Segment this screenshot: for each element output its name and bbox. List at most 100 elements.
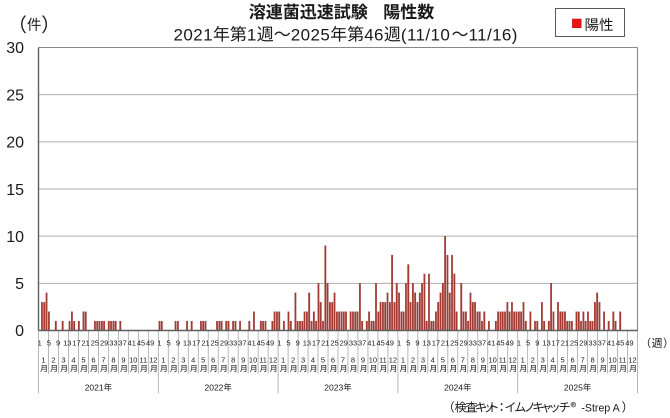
svg-text:21: 21	[561, 338, 569, 347]
svg-text:37: 37	[358, 338, 366, 347]
svg-text:33: 33	[109, 338, 117, 347]
svg-text:10: 10	[369, 355, 377, 364]
svg-text:49: 49	[146, 338, 154, 347]
svg-text:30: 30	[6, 40, 24, 57]
svg-text:3: 3	[181, 355, 185, 364]
svg-text:1: 1	[401, 355, 405, 364]
svg-text:12: 12	[149, 355, 157, 364]
svg-text:2025: 2025	[291, 25, 330, 44]
svg-text:20: 20	[6, 135, 24, 152]
svg-text:3: 3	[541, 355, 545, 364]
svg-text:9: 9	[296, 338, 300, 347]
svg-text:6: 6	[91, 355, 95, 364]
svg-text:41: 41	[487, 338, 495, 347]
svg-text:2023: 2023	[324, 382, 343, 392]
svg-text:3: 3	[61, 355, 65, 364]
svg-text:8: 8	[591, 355, 595, 364]
svg-text:5: 5	[561, 355, 565, 364]
svg-text:2: 2	[291, 355, 295, 364]
svg-text:10: 10	[489, 355, 497, 364]
svg-text:33: 33	[469, 338, 477, 347]
svg-text:25: 25	[330, 338, 338, 347]
svg-text:41: 41	[247, 338, 255, 347]
svg-text:25: 25	[91, 338, 99, 347]
svg-text:41: 41	[607, 338, 615, 347]
svg-text:6: 6	[451, 355, 455, 364]
svg-text:7: 7	[341, 355, 345, 364]
svg-text:1: 1	[161, 355, 165, 364]
svg-text:8: 8	[471, 355, 475, 364]
svg-text:45: 45	[257, 338, 265, 347]
svg-text:21: 21	[321, 338, 329, 347]
svg-text:13: 13	[63, 338, 71, 347]
svg-text:9: 9	[481, 355, 485, 364]
svg-text:29: 29	[220, 338, 228, 347]
svg-text:13: 13	[183, 338, 191, 347]
svg-text:37: 37	[598, 338, 606, 347]
svg-text:5: 5	[321, 355, 325, 364]
svg-text:45: 45	[616, 338, 624, 347]
svg-text:49: 49	[266, 338, 274, 347]
svg-text:33: 33	[349, 338, 357, 347]
svg-text:49: 49	[505, 338, 513, 347]
svg-text:5: 5	[47, 338, 51, 347]
svg-text:41: 41	[128, 338, 136, 347]
svg-text:4: 4	[191, 355, 195, 364]
svg-text:25: 25	[6, 87, 24, 104]
svg-text:17: 17	[192, 338, 200, 347]
svg-text:11: 11	[499, 355, 507, 364]
svg-text:1: 1	[281, 355, 285, 364]
svg-text:10: 10	[6, 229, 24, 246]
svg-text:9: 9	[176, 338, 180, 347]
svg-text:5: 5	[167, 338, 171, 347]
svg-text:2025: 2025	[564, 382, 583, 392]
svg-text:5: 5	[526, 338, 530, 347]
svg-text:6: 6	[571, 355, 575, 364]
svg-text:46: 46	[364, 25, 384, 44]
svg-text:2: 2	[411, 355, 415, 364]
svg-text:13: 13	[542, 338, 550, 347]
svg-text:9: 9	[601, 355, 605, 364]
svg-text:2: 2	[51, 355, 55, 364]
svg-text:4: 4	[71, 355, 75, 364]
svg-text:2024: 2024	[444, 382, 463, 392]
svg-text:3: 3	[421, 355, 425, 364]
svg-text:21: 21	[201, 338, 209, 347]
svg-text:1: 1	[277, 338, 281, 347]
svg-text:12: 12	[389, 355, 397, 364]
svg-text:-Strep A: -Strep A	[581, 403, 620, 415]
svg-text:25: 25	[450, 338, 458, 347]
svg-text:33: 33	[229, 338, 237, 347]
svg-text:(11/10: (11/10	[401, 25, 450, 44]
svg-text:9: 9	[535, 338, 539, 347]
svg-text:12: 12	[269, 355, 277, 364]
svg-text:0: 0	[15, 323, 24, 340]
svg-text:7: 7	[581, 355, 585, 364]
svg-text:49: 49	[625, 338, 633, 347]
svg-text:9: 9	[121, 355, 125, 364]
svg-text:33: 33	[588, 338, 596, 347]
svg-text:11: 11	[379, 355, 387, 364]
svg-text:1: 1	[38, 338, 42, 347]
svg-text:1: 1	[41, 355, 45, 364]
svg-text:2022: 2022	[205, 382, 224, 392]
svg-text:41: 41	[367, 338, 375, 347]
svg-text:45: 45	[496, 338, 504, 347]
svg-text:2021: 2021	[85, 382, 104, 392]
svg-text:6: 6	[211, 355, 215, 364]
svg-text:7: 7	[221, 355, 225, 364]
svg-text:11: 11	[139, 355, 147, 364]
svg-text:10: 10	[129, 355, 137, 364]
svg-text:17: 17	[312, 338, 320, 347]
svg-text:25: 25	[211, 338, 219, 347]
svg-text:25: 25	[570, 338, 578, 347]
svg-text:9: 9	[56, 338, 60, 347]
svg-text:7: 7	[101, 355, 105, 364]
svg-text:8: 8	[231, 355, 235, 364]
svg-text:1: 1	[157, 338, 161, 347]
svg-text:17: 17	[432, 338, 440, 347]
svg-text:29: 29	[579, 338, 587, 347]
svg-text:29: 29	[459, 338, 467, 347]
svg-text:13: 13	[423, 338, 431, 347]
svg-text:2: 2	[531, 355, 535, 364]
